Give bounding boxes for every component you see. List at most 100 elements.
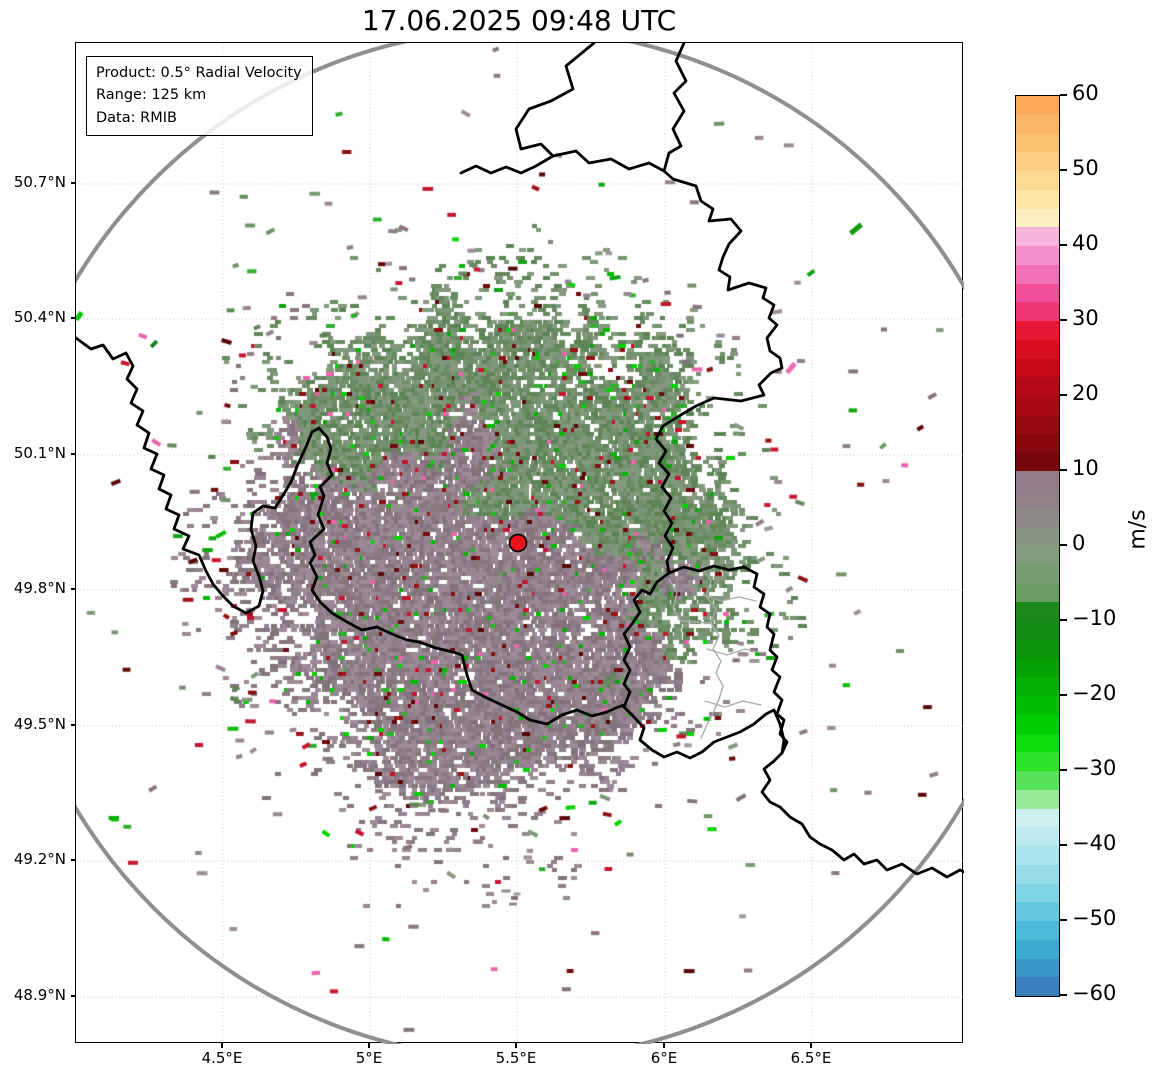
colorbar-tick-mark (1060, 469, 1067, 471)
colorbar-band (1016, 208, 1059, 228)
colorbar-band (1016, 958, 1059, 978)
colorbar-band (1016, 602, 1059, 621)
y-tick-mark (70, 453, 75, 455)
x-tick-mark (810, 1043, 812, 1048)
product-info-box: Product: 0.5° Radial Velocity Range: 125… (86, 56, 313, 137)
colorbar-band (1016, 621, 1059, 640)
x-tick-label: 6.5°E (790, 1049, 832, 1067)
colorbar-tick-label: 20 (1072, 381, 1099, 405)
colorbar-band (1016, 677, 1059, 696)
colorbar-tick-label: 40 (1072, 231, 1099, 255)
colorbar-band (1016, 583, 1059, 603)
colorbar-unit-label: m/s (1125, 509, 1151, 550)
y-tick-mark (70, 995, 75, 997)
x-tick-label: 6°E (650, 1049, 678, 1067)
colorbar-band (1016, 827, 1059, 846)
y-tick-label: 50.4°N (13, 308, 66, 326)
colorbar-band (1016, 752, 1059, 771)
colorbar-band (1016, 283, 1059, 303)
map-plot: Product: 0.5° Radial Velocity Range: 125… (75, 42, 964, 1044)
colorbar-tick-label: −60 (1072, 981, 1117, 1005)
colorbar-tick-mark (1060, 619, 1067, 621)
colorbar-band (1016, 789, 1059, 809)
colorbar-band (1016, 133, 1059, 153)
colorbar-band (1016, 864, 1059, 884)
x-tick-mark (368, 1043, 370, 1048)
colorbar-band (1016, 321, 1059, 340)
y-tick-label: 49.5°N (13, 715, 66, 733)
colorbar-tick-mark (1060, 919, 1067, 921)
y-tick-label: 48.9°N (13, 986, 66, 1004)
colorbar-band (1016, 639, 1059, 659)
x-tick-label: 4.5°E (201, 1049, 243, 1067)
y-tick-mark (70, 182, 75, 184)
x-tick-label: 5°E (355, 1049, 383, 1067)
colorbar-band (1016, 733, 1059, 753)
y-tick-label: 49.8°N (13, 579, 66, 597)
colorbar-tick-label: −10 (1072, 606, 1117, 630)
colorbar-tick-label: 0 (1072, 531, 1086, 555)
colorbar-band (1016, 396, 1059, 415)
y-tick-label: 49.2°N (13, 850, 66, 868)
colorbar-tick-mark (1060, 994, 1067, 996)
colorbar-tick-mark (1060, 694, 1067, 696)
colorbar-tick-mark (1060, 244, 1067, 246)
colorbar-tick-label: 50 (1072, 156, 1099, 180)
colorbar-band (1016, 808, 1059, 828)
colorbar-band (1016, 433, 1059, 453)
colorbar-band (1016, 902, 1059, 921)
y-tick-mark (70, 859, 75, 861)
colorbar-band (1016, 658, 1059, 678)
colorbar-tick-label: −20 (1072, 681, 1117, 705)
colorbar-band (1016, 939, 1059, 959)
velocity-colorbar (1015, 95, 1060, 997)
x-tick-mark (515, 1043, 517, 1048)
colorbar-band (1016, 114, 1059, 134)
colorbar-band (1016, 339, 1059, 359)
colorbar-tick-label: 30 (1072, 306, 1099, 330)
colorbar-tick-mark (1060, 319, 1067, 321)
colorbar-tick-label: −40 (1072, 831, 1117, 855)
colorbar-band (1016, 302, 1059, 321)
colorbar-tick-mark (1060, 769, 1067, 771)
colorbar-tick-mark (1060, 169, 1067, 171)
y-tick-label: 50.1°N (13, 444, 66, 462)
colorbar-band (1016, 471, 1059, 490)
x-tick-mark (221, 1043, 223, 1048)
colorbar-tick-mark (1060, 94, 1067, 96)
colorbar-band (1016, 377, 1059, 396)
colorbar-band (1016, 358, 1059, 378)
colorbar-tick-label: 10 (1072, 456, 1099, 480)
figure-title: 17.06.2025 09:48 UTC (361, 4, 677, 37)
colorbar-band (1016, 246, 1059, 265)
colorbar-band (1016, 883, 1059, 903)
colorbar-band (1016, 527, 1059, 546)
data-source-line: Data: RMIB (96, 109, 177, 126)
colorbar-band (1016, 508, 1059, 528)
map-overlay (76, 43, 964, 1044)
x-tick-mark (663, 1043, 665, 1048)
y-tick-mark (70, 724, 75, 726)
x-tick-label: 5.5°E (495, 1049, 537, 1067)
colorbar-tick-mark (1060, 544, 1067, 546)
colorbar-band (1016, 564, 1059, 584)
colorbar-band (1016, 771, 1059, 790)
colorbar-band (1016, 546, 1059, 565)
colorbar-band (1016, 171, 1059, 190)
y-tick-label: 50.7°N (13, 173, 66, 191)
colorbar-band (1016, 189, 1059, 209)
colorbar-band (1016, 714, 1059, 734)
colorbar-band (1016, 977, 1059, 996)
colorbar-tick-label: 60 (1072, 81, 1099, 105)
colorbar-band (1016, 921, 1059, 940)
colorbar-tick-label: −50 (1072, 906, 1117, 930)
colorbar-band (1016, 264, 1059, 284)
colorbar-band (1016, 414, 1059, 434)
colorbar-band (1016, 696, 1059, 715)
product-line: Product: 0.5° Radial Velocity (96, 65, 302, 81)
colorbar-band (1016, 152, 1059, 171)
colorbar-band (1016, 489, 1059, 509)
y-tick-mark (70, 317, 75, 319)
colorbar-tick-label: −30 (1072, 756, 1117, 780)
